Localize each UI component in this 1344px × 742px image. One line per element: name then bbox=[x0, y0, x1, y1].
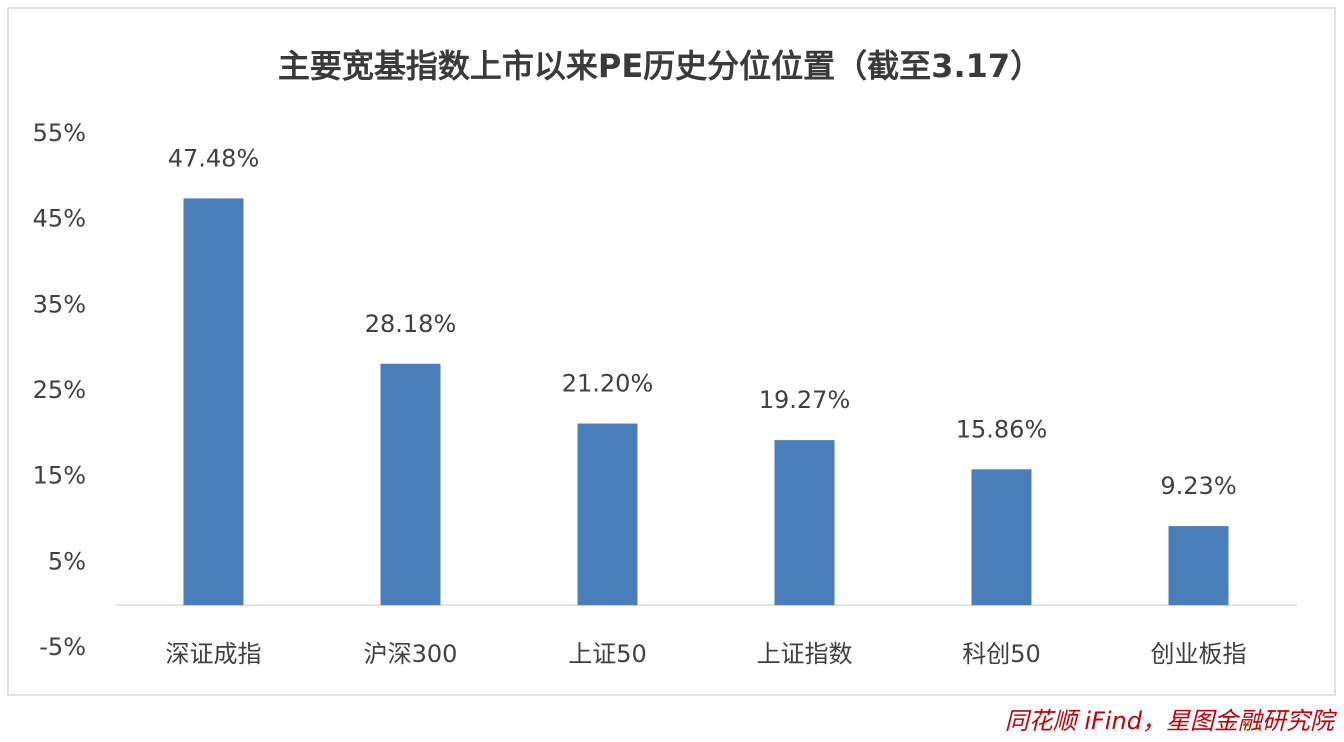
source-note: 同花顺 iFind，星图金融研究院 bbox=[1005, 707, 1338, 735]
bar bbox=[1168, 526, 1229, 606]
chart-title: 主要宽基指数上市以来PE历史分位位置（截至3.17） bbox=[278, 47, 1042, 85]
value-label: 21.20% bbox=[562, 370, 654, 398]
x-tick-label: 上证指数 bbox=[757, 640, 853, 668]
y-tick-label: 5% bbox=[48, 547, 86, 575]
x-tick-label: 上证50 bbox=[568, 640, 647, 668]
y-tick-label: 45% bbox=[33, 205, 86, 233]
value-label: 15.86% bbox=[956, 415, 1048, 443]
bar bbox=[577, 423, 638, 606]
y-tick-label: 55% bbox=[33, 119, 86, 147]
x-tick-label: 科创50 bbox=[962, 640, 1041, 668]
x-tick-label: 创业板指 bbox=[1151, 640, 1247, 668]
y-tick-label: 35% bbox=[33, 290, 86, 318]
bar bbox=[183, 198, 244, 606]
bar bbox=[971, 469, 1032, 606]
x-tick-label: 沪深300 bbox=[364, 640, 458, 668]
y-tick-label: -5% bbox=[39, 633, 86, 661]
value-label: 19.27% bbox=[759, 386, 851, 414]
value-label: 9.23% bbox=[1160, 472, 1236, 500]
value-label: 28.18% bbox=[365, 310, 457, 338]
x-tick-label: 深证成指 bbox=[166, 640, 262, 668]
y-tick-label: 25% bbox=[33, 376, 86, 404]
y-tick-label: 15% bbox=[33, 462, 86, 490]
bar bbox=[380, 363, 441, 606]
bar bbox=[774, 440, 835, 606]
value-label: 47.48% bbox=[168, 144, 260, 172]
